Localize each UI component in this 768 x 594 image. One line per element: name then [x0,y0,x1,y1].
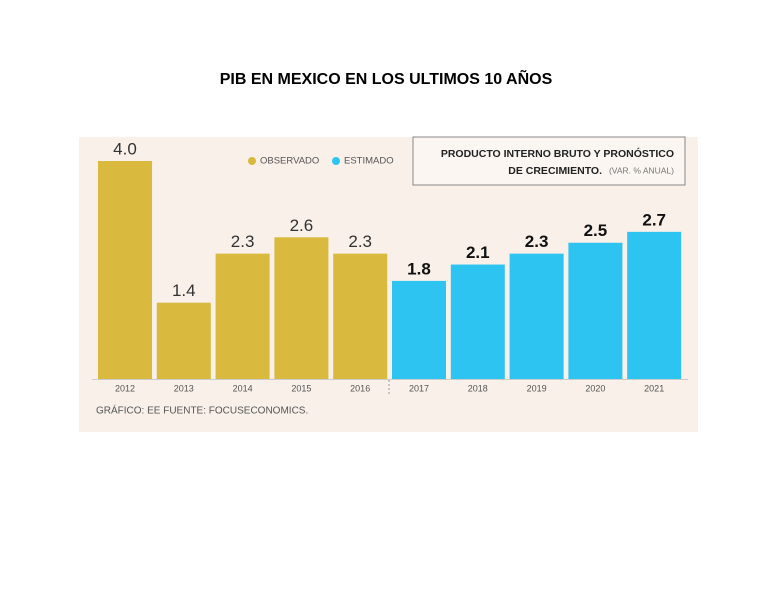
bar [509,253,564,379]
legend-swatch [332,157,340,165]
bar [627,231,682,379]
bar [450,264,505,379]
value-label: 2.5 [584,221,608,240]
bar [568,242,623,379]
x-tick-label: 2015 [291,383,311,393]
chart-title-box [412,136,686,186]
legend-swatch [248,157,256,165]
bar [98,161,152,379]
page-title: PIB EN MEXICO EN LOS ULTIMOS 10 AÑOS [220,68,553,88]
value-label: 2.3 [525,232,549,251]
bar [333,253,388,379]
value-label: 1.8 [407,259,431,278]
value-label: 1.4 [172,281,196,300]
x-tick-label: 2019 [527,383,547,393]
x-tick-label: 2016 [350,383,370,393]
x-tick-label: 2021 [644,383,664,393]
bar [392,280,446,379]
legend-label: ESTIMADO [344,156,394,167]
legend-label: OBSERVADO [260,156,319,167]
x-tick-label: 2017 [409,383,429,393]
x-tick-label: 2018 [468,383,488,393]
chart-title: DE CRECIMIENTO. [508,165,602,177]
value-label: 4.0 [113,139,137,158]
value-label: 2.7 [642,210,666,229]
value-label: 2.1 [466,243,490,262]
x-tick-label: 2014 [233,383,253,393]
x-tick-label: 2013 [174,383,194,393]
value-label: 2.3 [348,232,372,251]
x-tick-label: 2020 [585,383,605,393]
source-note: GRÁFICO: EE FUENTE: FOCUSECONOMICS. [96,404,308,417]
bar [274,237,329,379]
x-tick-label: 2012 [115,383,135,393]
value-label: 2.3 [231,232,255,251]
value-label: 2.6 [290,216,314,235]
bar [156,302,211,379]
bar [215,253,270,379]
chart-subtitle: (VAR. % ANUAL) [609,165,674,175]
chart-title: PRODUCTO INTERNO BRUTO Y PRONÓSTICO [441,147,674,160]
